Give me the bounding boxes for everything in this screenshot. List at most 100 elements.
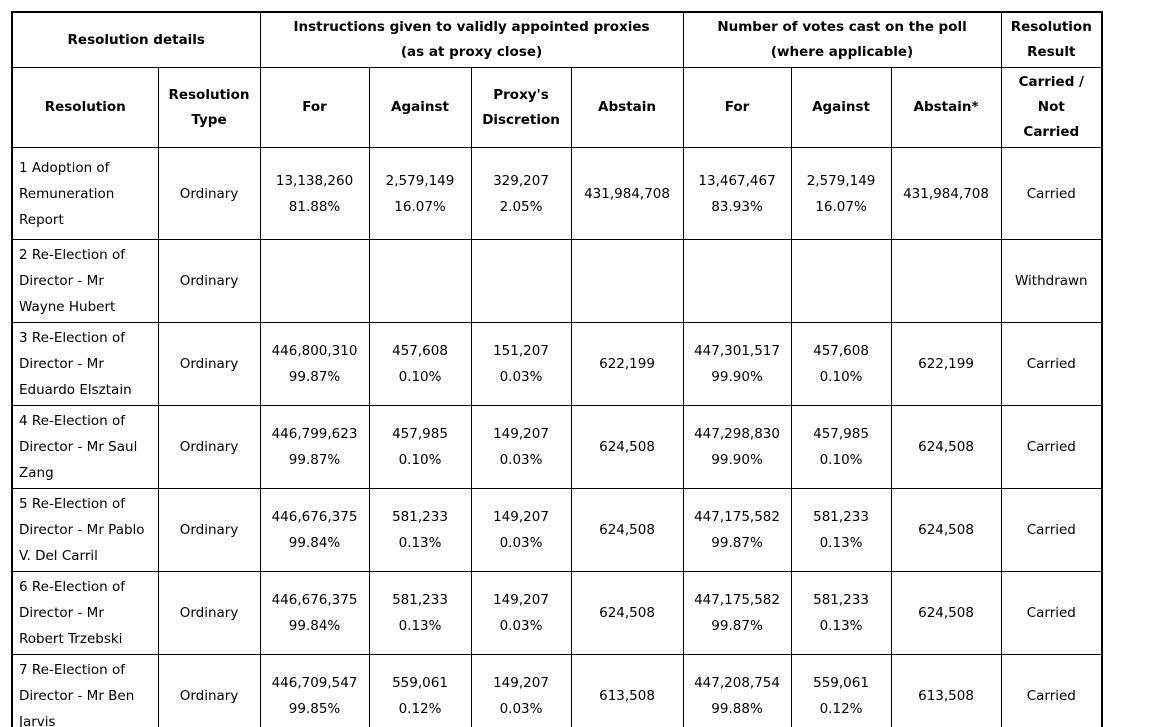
poll-against-cell: 581,233 0.13% — [790, 488, 892, 572]
votes-percent: 16.07% — [394, 198, 446, 215]
resolution-row: 5 Re-Election of Director - Mr Pablo V. … — [11, 488, 1103, 572]
votes-percent: 99.84% — [288, 535, 341, 551]
resolution-type-cell: Ordinary — [157, 654, 261, 727]
proxy-against-cell: 457,608 0.10% — [368, 322, 472, 406]
proxy-abstain-cell: 613,508 — [570, 654, 684, 727]
votes-value: 559,061 — [392, 675, 448, 691]
poll-against-cell: 2,579,149 16.07% — [790, 147, 892, 240]
votes-percent: 99.87% — [288, 452, 341, 468]
poll-for-cell: 447,208,754 99.88% — [682, 654, 792, 727]
votes-value: 446,676,375 — [271, 509, 358, 525]
votes-value: 149,207 — [493, 592, 549, 608]
proxy-for-cell: 446,676,375 99.84% — [259, 488, 370, 572]
col-header-proxy-abstain: Abstain — [570, 67, 684, 148]
votes-percent: 0.10% — [398, 369, 442, 385]
votes-percent: 99.84% — [288, 618, 341, 634]
votes-percent: 0.03% — [499, 535, 543, 551]
resolution-row: 1 Adoption of Remuneration Report Ordinar… — [11, 147, 1103, 240]
votes-value: 447,301,517 — [694, 343, 780, 359]
poll-against-cell: 559,061 0.12% — [790, 654, 892, 727]
votes-value: 622,199 — [599, 356, 655, 372]
proxy-discretion-cell: 149,207 0.03% — [470, 654, 572, 727]
proxy-discretion-cell: 151,207 0.03% — [470, 322, 572, 406]
result-cell: Carried — [1000, 488, 1103, 572]
proxy-against-cell: 581,233 0.13% — [368, 488, 472, 572]
votes-value: 447,208,754 — [694, 675, 780, 691]
votes-value: 624,508 — [918, 439, 974, 455]
proxy-against-cell: 559,061 0.12% — [368, 654, 472, 727]
votes-percent: 2.05% — [499, 198, 543, 215]
votes-value: 581,233 — [813, 509, 869, 525]
votes-percent: 0.13% — [398, 535, 442, 551]
proxy-abstain-cell: 624,508 — [570, 571, 684, 655]
result-cell: Carried — [1000, 147, 1103, 240]
votes-percent: 0.10% — [819, 452, 863, 468]
resolution-name-cell: 3 Re-Election of Director - Mr Eduardo E… — [11, 322, 159, 406]
result-cell: Withdrawn — [1000, 239, 1103, 323]
col-header-poll-abstain: Abstain* — [890, 67, 1002, 148]
poll-abstain-cell: 624,508 — [890, 405, 1002, 489]
poll-against-cell: 457,608 0.10% — [790, 322, 892, 406]
resolution-type-cell: Ordinary — [157, 147, 261, 240]
proxy-discretion-cell: 149,207 0.03% — [470, 488, 572, 572]
votes-percent: 99.85% — [288, 701, 341, 717]
votes-value: 149,207 — [493, 509, 549, 525]
votes-percent: 99.90% — [711, 369, 763, 385]
proxy-for-cell: 446,676,375 99.84% — [259, 571, 370, 655]
votes-value: 446,800,310 — [271, 343, 358, 359]
votes-percent: 0.12% — [819, 701, 863, 717]
poll-for-cell: 447,298,830 99.90% — [682, 405, 792, 489]
resolution-row: 3 Re-Election of Director - Mr Eduardo E… — [11, 322, 1103, 406]
votes-value: 151,207 — [493, 343, 549, 359]
votes-value: 2,579,149 — [806, 172, 876, 189]
header-proxy-instructions: Instructions given to validly appointed … — [259, 11, 684, 68]
votes-percent: 81.88% — [288, 198, 341, 215]
proxy-discretion-cell — [470, 239, 572, 323]
result-cell: Carried — [1000, 405, 1103, 489]
resolution-type-cell: Ordinary — [157, 405, 261, 489]
votes-percent: 0.03% — [499, 369, 543, 385]
votes-value: 581,233 — [392, 592, 448, 608]
votes-percent: 0.13% — [819, 618, 863, 634]
votes-value: 457,608 — [813, 343, 869, 359]
votes-value: 446,676,375 — [271, 592, 358, 608]
votes-value: 581,233 — [813, 592, 869, 608]
header-columns-row: Resolution Resolution Type For Against P… — [11, 67, 1103, 148]
col-header-poll-against: Against — [790, 67, 892, 148]
proxy-discretion-cell: 149,207 0.03% — [470, 571, 572, 655]
result-cell: Carried — [1000, 322, 1103, 406]
votes-value: 624,508 — [918, 605, 974, 621]
votes-percent: 99.88% — [711, 701, 763, 717]
votes-percent: 83.93% — [711, 198, 763, 215]
header-group-row: Resolution details Instructions given to… — [11, 11, 1103, 68]
votes-value: 446,709,547 — [271, 675, 358, 691]
proxy-discretion-cell: 149,207 0.03% — [470, 405, 572, 489]
poll-abstain-cell: 624,508 — [890, 571, 1002, 655]
votes-value: 329,207 — [493, 172, 549, 189]
votes-value: 431,984,708 — [903, 185, 989, 202]
proxy-abstain-cell: 622,199 — [570, 322, 684, 406]
proxy-for-cell: 446,799,623 99.87% — [259, 405, 370, 489]
votes-percent: 0.13% — [819, 535, 863, 551]
votes-value: 447,298,830 — [694, 426, 780, 442]
proxy-against-cell: 457,985 0.10% — [368, 405, 472, 489]
results-tbody: 1 Adoption of Remuneration Report Ordinar… — [11, 147, 1103, 727]
poll-for-cell: 447,301,517 99.90% — [682, 322, 792, 406]
votes-value: 2,579,149 — [385, 172, 455, 189]
votes-percent: 99.87% — [711, 535, 763, 551]
votes-value: 446,799,623 — [271, 426, 358, 442]
votes-value: 624,508 — [599, 605, 655, 621]
resolution-row: 2 Re-Election of Director - Mr Wayne Hub… — [11, 239, 1103, 323]
votes-percent: 0.03% — [499, 701, 543, 717]
poll-against-cell — [790, 239, 892, 323]
proxy-for-cell: 446,800,310 99.87% — [259, 322, 370, 406]
votes-percent: 0.03% — [499, 452, 543, 468]
header-resolution-result: Resolution Result — [1000, 11, 1103, 68]
poll-against-cell: 457,985 0.10% — [790, 405, 892, 489]
resolution-name-cell: 5 Re-Election of Director - Mr Pablo V. … — [11, 488, 159, 572]
proxy-against-cell: 2,579,149 16.07% — [368, 147, 472, 240]
col-header-carried: Carried / Not Carried — [1000, 67, 1103, 148]
proxy-for-cell: 446,709,547 99.85% — [259, 654, 370, 727]
votes-value: 581,233 — [392, 509, 448, 525]
proxy-abstain-cell — [570, 239, 684, 323]
